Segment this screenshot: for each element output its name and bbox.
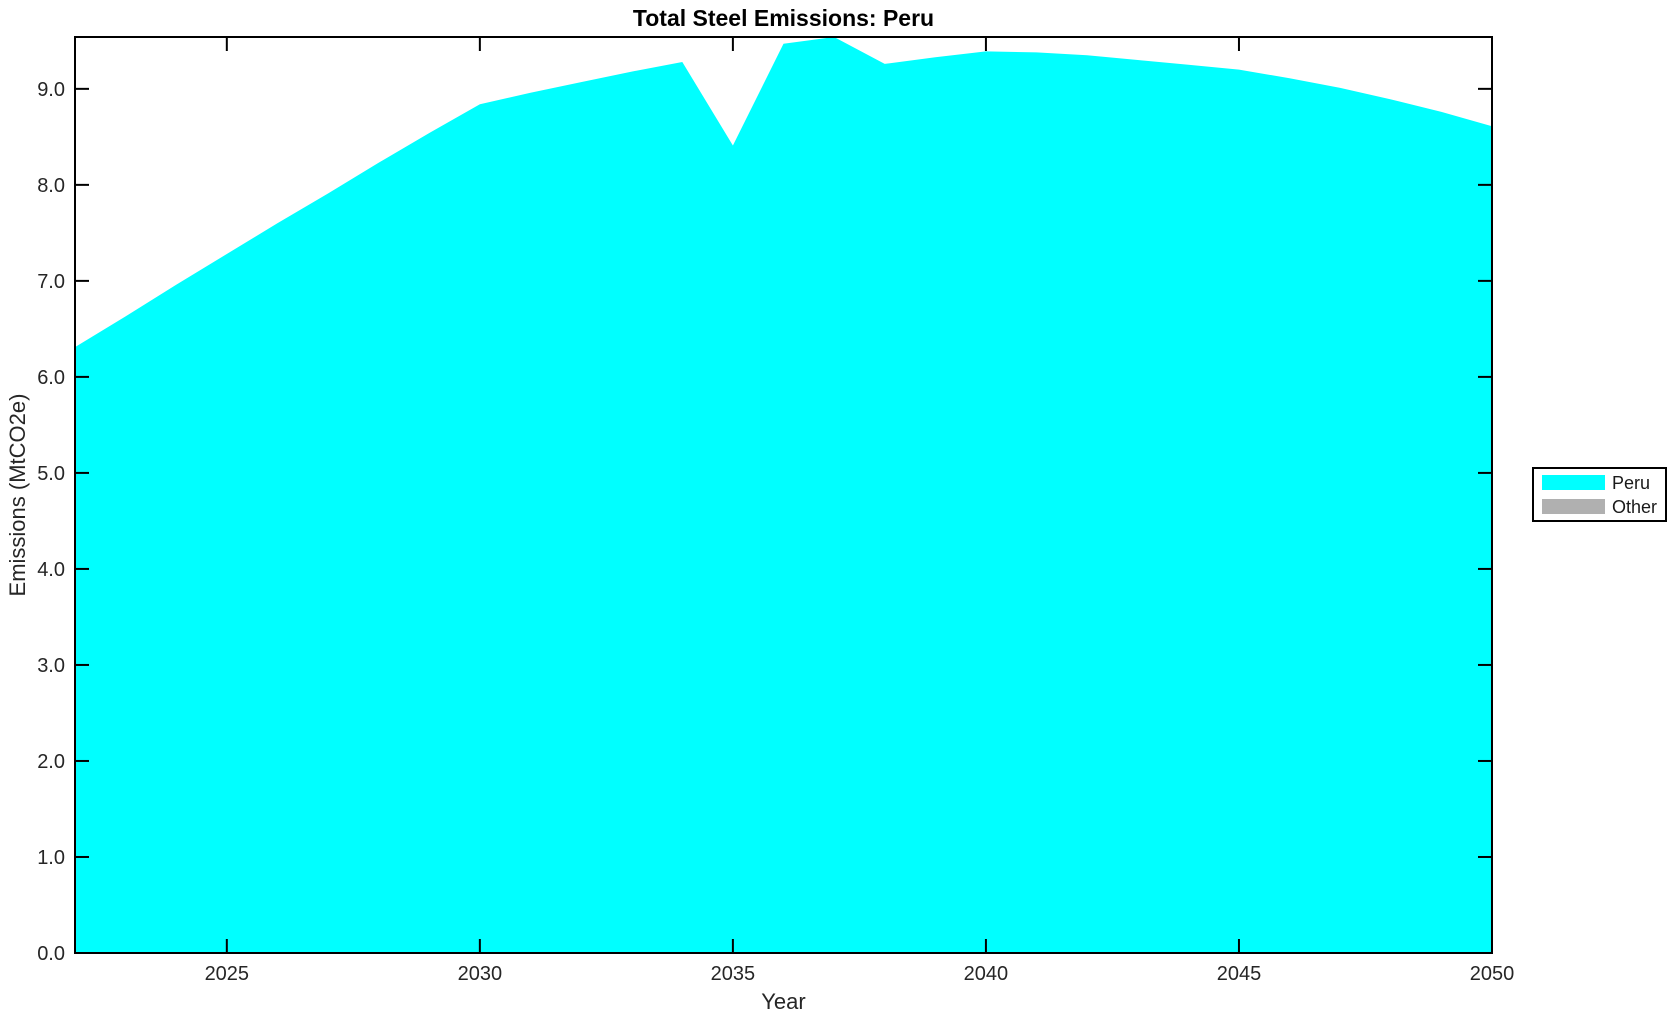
x-tick-label: 2050 [1470, 963, 1515, 985]
x-axis-label: Year [761, 989, 806, 1014]
legend-item-other: Other [1542, 498, 1665, 516]
y-tick-label: 8.0 [37, 175, 65, 197]
y-tick-label: 0.0 [37, 943, 65, 965]
y-tick-label: 9.0 [37, 79, 65, 101]
x-tick-label: 2025 [205, 963, 250, 985]
area-series-peru [75, 37, 1492, 953]
legend-swatch-peru [1542, 475, 1605, 490]
y-tick-label: 7.0 [37, 271, 65, 293]
legend-swatch-other [1542, 499, 1605, 514]
legend-label-other: Other [1612, 496, 1658, 517]
legend-box: Peru Other [1532, 467, 1667, 522]
x-tick-label: 2045 [1217, 963, 1262, 985]
plot-frame [74, 36, 1493, 954]
y-tick-label: 4.0 [37, 559, 65, 581]
legend-label-peru: Peru [1612, 472, 1651, 493]
x-tick-label: 2035 [711, 963, 756, 985]
y-tick-label: 3.0 [37, 655, 65, 677]
x-tick-label: 2040 [964, 963, 1009, 985]
chart-title: Total Steel Emissions: Peru [632, 5, 935, 31]
y-tick-label: 6.0 [37, 367, 65, 389]
x-tick-label: 2030 [458, 963, 503, 985]
y-tick-label: 1.0 [37, 847, 65, 869]
y-axis-label: Emissions (MtCO2e) [5, 393, 30, 597]
y-tick-label: 2.0 [37, 751, 65, 773]
legend-item-peru: Peru [1542, 474, 1665, 492]
y-tick-label: 5.0 [37, 463, 65, 485]
